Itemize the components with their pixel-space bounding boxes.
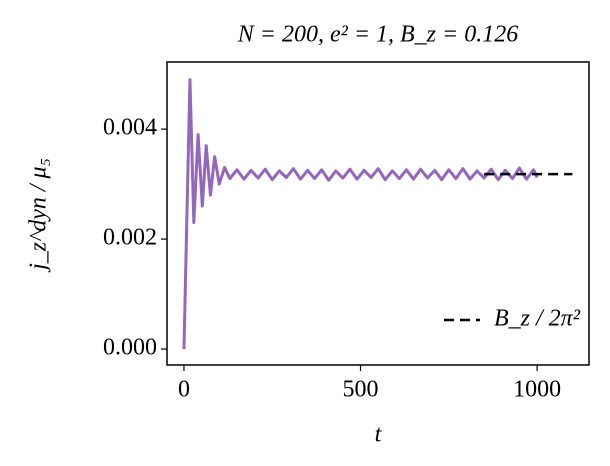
y-tick-label: 0.004: [103, 115, 157, 141]
y-tick-label: 0.000: [103, 335, 157, 361]
x-tick-label: 0: [178, 377, 190, 403]
x-tick-label: 500: [343, 377, 379, 403]
chart-title: N = 200, e² = 1, B_z = 0.126: [237, 22, 518, 48]
x-axis-label: t: [375, 422, 383, 448]
x-tick-label: 1000: [513, 377, 561, 403]
series-line: [182, 78, 539, 350]
legend-label: B_z / 2π²: [494, 306, 581, 332]
plot-frame: [166, 61, 590, 366]
y-tick-label: 0.002: [103, 225, 157, 251]
y-axis-label: j_z^dyn / μ₅: [26, 158, 52, 273]
